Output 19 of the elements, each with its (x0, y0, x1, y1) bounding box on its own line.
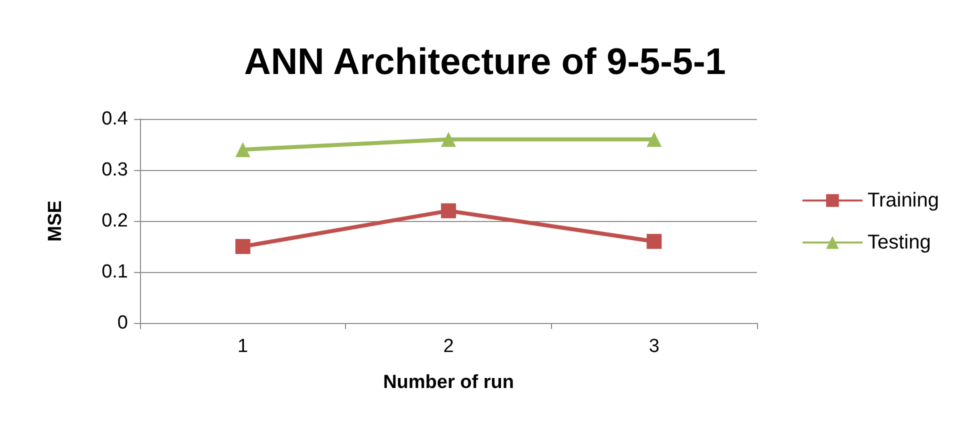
legend-label: Testing (867, 232, 931, 254)
x-axis-title: Number of run (383, 372, 514, 393)
x-tick-label: 3 (648, 336, 660, 357)
point (441, 132, 456, 147)
y-tick-label: 0.2 (102, 210, 128, 232)
point (441, 203, 456, 218)
x-tick-label: 1 (238, 336, 248, 357)
point (646, 132, 662, 147)
point (235, 239, 250, 254)
y-axis-title: MSE (45, 200, 66, 242)
y-tick-label: 0 (117, 312, 128, 334)
legend-label: Training (867, 190, 939, 212)
point (646, 234, 662, 249)
chart-title: ANN Architecture of 9-5-5-1 (244, 41, 726, 82)
y-tick-label: 0.4 (102, 108, 128, 130)
y-tick-label: 0.3 (102, 160, 128, 180)
y-tick-label: 0.1 (102, 262, 128, 282)
x-tick-label: 2 (443, 336, 454, 357)
point (235, 142, 250, 158)
